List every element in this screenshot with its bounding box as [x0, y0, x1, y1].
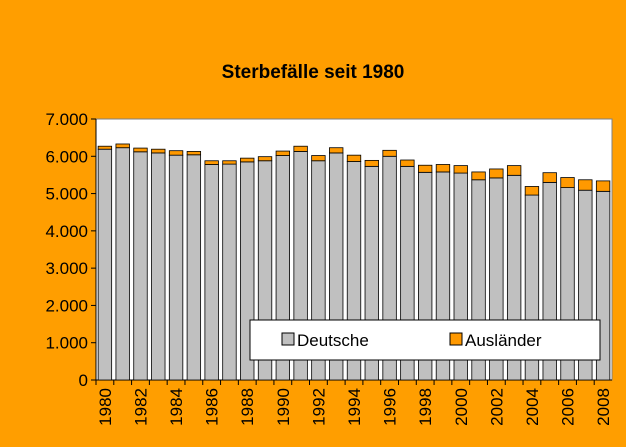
bar-segment	[222, 163, 237, 381]
bar-segment	[560, 177, 575, 189]
bar-segment	[453, 165, 468, 174]
x-tick-label: 1988	[238, 388, 257, 426]
bar-segment	[133, 147, 148, 153]
bar-segment	[595, 180, 611, 192]
bar-segment	[524, 186, 540, 196]
x-tick-label: 1992	[309, 388, 328, 426]
bar-segment	[133, 151, 148, 381]
bar-segment	[506, 165, 522, 176]
bar-segment	[222, 160, 237, 165]
legend	[249, 319, 601, 361]
bar-segment	[400, 159, 415, 167]
x-tick-label: 2002	[487, 388, 506, 426]
y-tick-label: 5.000	[45, 185, 88, 204]
x-tick-label: 2006	[559, 388, 578, 426]
y-tick-label: 7.000	[45, 110, 88, 129]
bar-segment	[204, 160, 219, 165]
y-tick-label: 0	[79, 371, 88, 390]
bar-segment	[364, 159, 379, 167]
bar-segment	[311, 155, 326, 162]
x-tick-label: 1994	[345, 388, 364, 426]
bar-segment	[293, 145, 308, 152]
bar-segment	[168, 154, 184, 381]
x-tick-label: 1982	[131, 388, 150, 426]
x-tick-label: 2004	[523, 388, 542, 426]
x-tick-label: 2008	[594, 388, 613, 426]
x-tick-label: 2000	[452, 388, 471, 426]
legend-swatch	[449, 332, 463, 346]
x-tick-label: 1996	[381, 388, 400, 426]
bar-segment	[346, 154, 362, 162]
legend-label: Deutsche	[297, 331, 369, 350]
y-tick-label: 4.000	[45, 222, 88, 241]
y-tick-label: 1.000	[45, 334, 88, 353]
bar-segment	[186, 151, 202, 156]
bar-segment	[240, 157, 255, 163]
bar-segment	[168, 150, 184, 156]
bar-segment	[257, 156, 273, 162]
bar-segment	[115, 143, 130, 149]
bar-segment	[329, 147, 344, 154]
bar-segment	[471, 171, 486, 181]
bar-segment	[542, 172, 557, 183]
bar-segment	[204, 164, 219, 381]
y-tick-label: 3.000	[45, 259, 88, 278]
bar-segment	[489, 168, 504, 179]
x-tick-label: 1984	[167, 388, 186, 426]
bar-segment	[115, 147, 130, 381]
x-tick-label: 1990	[274, 388, 293, 426]
bar-segment	[418, 164, 433, 173]
bar-segment	[435, 164, 451, 173]
legend-label: Ausländer	[465, 331, 542, 350]
bar-segment	[186, 154, 202, 381]
chart-title: Sterbefälle seit 1980	[222, 62, 405, 83]
bar-segment	[382, 149, 397, 157]
bar-segment	[578, 179, 593, 191]
legend-swatch	[281, 332, 295, 346]
y-tick-label: 6.000	[45, 147, 88, 166]
bar-segment	[97, 148, 113, 381]
y-tick-label: 2.000	[45, 296, 88, 315]
bar-segment	[97, 145, 113, 150]
bar-segment	[151, 152, 166, 381]
x-tick-label: 1998	[416, 388, 435, 426]
bar-segment	[275, 150, 290, 156]
x-tick-label: 1980	[96, 388, 115, 426]
bar-segment	[151, 148, 166, 154]
x-tick-label: 1986	[203, 388, 222, 426]
